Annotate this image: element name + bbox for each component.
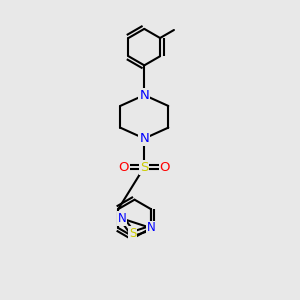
Text: N: N <box>140 132 149 145</box>
Text: O: O <box>160 160 170 174</box>
Text: S: S <box>140 160 148 174</box>
Text: S: S <box>129 227 137 240</box>
Text: N: N <box>118 212 126 225</box>
Text: N: N <box>146 221 155 235</box>
Text: O: O <box>118 160 129 174</box>
Text: N: N <box>140 88 149 102</box>
